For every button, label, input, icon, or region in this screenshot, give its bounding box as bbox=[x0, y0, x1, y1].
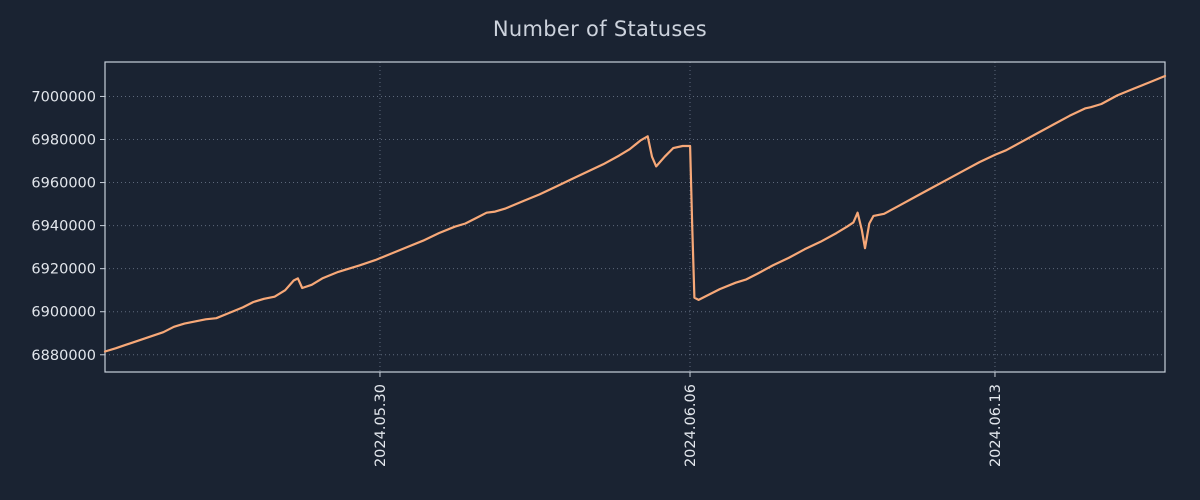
y-tick-label: 6980000 bbox=[31, 133, 96, 149]
y-tick-label: 6880000 bbox=[31, 348, 96, 364]
chart-title: Number of Statuses bbox=[492, 17, 708, 41]
x-tick-label: 2024.05.30 bbox=[373, 384, 389, 467]
x-tick-label: 2024.06.13 bbox=[988, 384, 1004, 467]
y-tick-label: 6940000 bbox=[31, 219, 96, 235]
y-tick-label: 6900000 bbox=[31, 305, 96, 321]
x-tick-label: 2024.06.06 bbox=[683, 384, 699, 467]
series-line-statuses bbox=[103, 74, 1167, 353]
plot-border bbox=[104, 61, 1166, 373]
y-tick-label: 6960000 bbox=[31, 176, 96, 192]
y-tick-label: 6920000 bbox=[31, 262, 96, 278]
y-tick-label: 7000000 bbox=[31, 89, 96, 105]
